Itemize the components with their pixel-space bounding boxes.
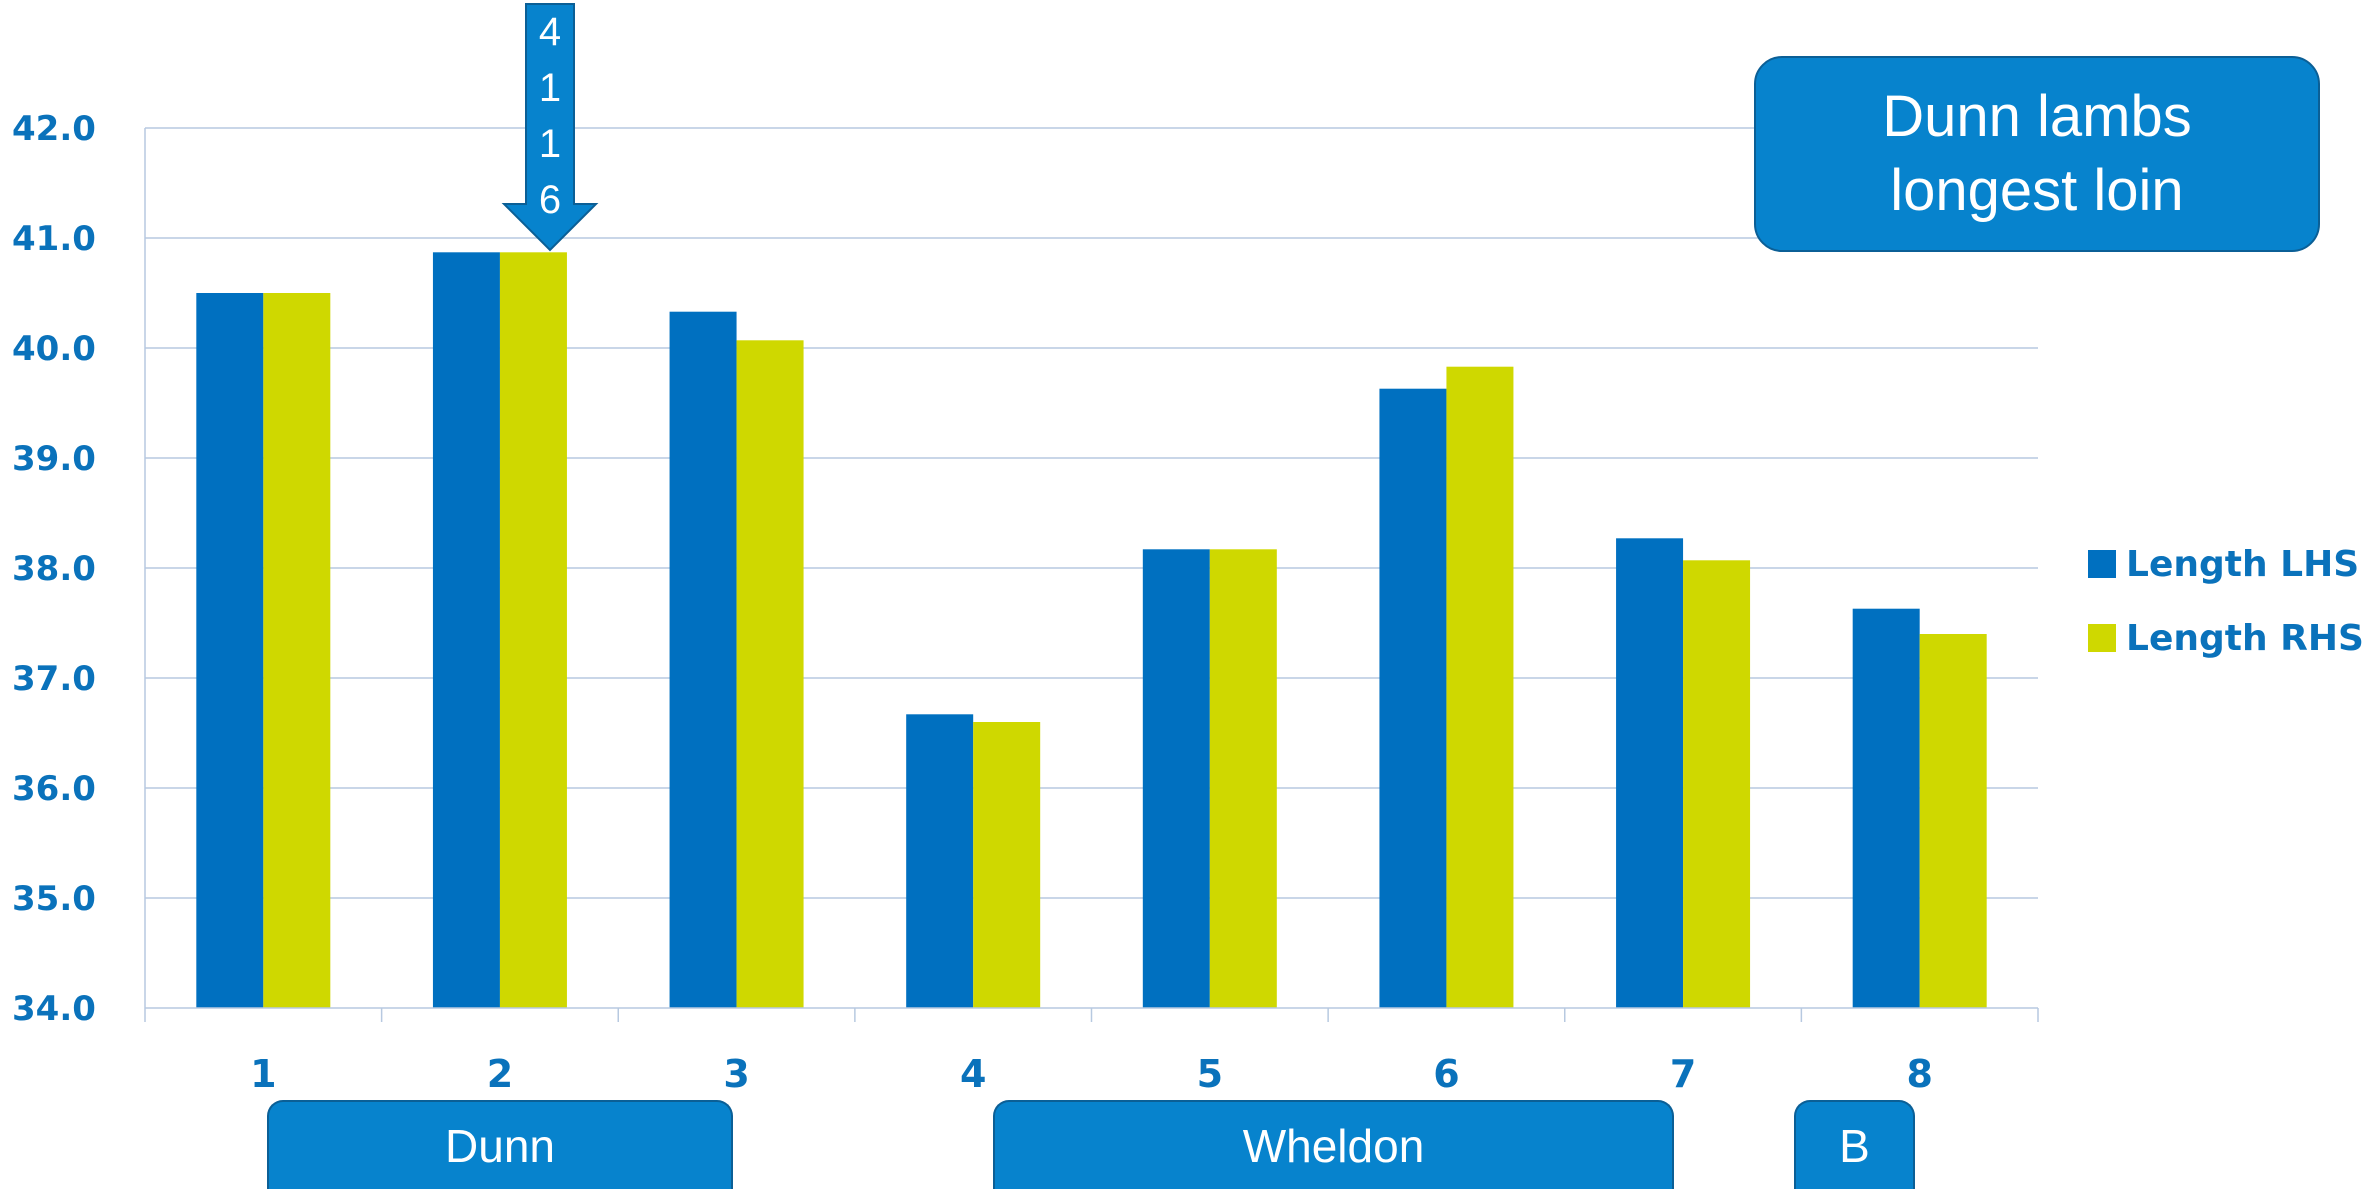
callout-box: Dunn lambs longest loin	[1754, 56, 2320, 252]
legend: Length LHS Length RHS	[2088, 544, 2364, 659]
bars	[196, 252, 1987, 1009]
bar-length-rhs-1	[263, 293, 331, 1008]
bar-length-rhs-8	[1919, 634, 1987, 1008]
legend-swatch	[2088, 624, 2116, 652]
arrow-digit-1: 4	[538, 10, 562, 54]
x-tick-label: 2	[487, 1052, 513, 1096]
x-tick-label: 6	[1433, 1052, 1459, 1096]
bar-length-lhs-5	[1142, 549, 1210, 1008]
y-tick-label: 35.0	[12, 879, 96, 919]
bar-length-lhs-7	[1616, 538, 1684, 1008]
y-tick-label: 39.0	[12, 439, 96, 479]
x-tick-label: 4	[960, 1052, 986, 1096]
y-tick-label: 36.0	[12, 769, 96, 809]
legend-swatch	[2088, 550, 2116, 578]
group-label-wheldon: Wheldon	[993, 1100, 1674, 1189]
arrow-down-icon	[501, 3, 599, 252]
bar-length-lhs-8	[1852, 608, 1920, 1008]
legend-label: Length LHS	[2126, 544, 2359, 585]
x-tick-label: 3	[723, 1052, 749, 1096]
x-tick-label: 1	[250, 1052, 276, 1096]
bar-length-rhs-5	[1209, 549, 1277, 1008]
grid-lines	[145, 127, 2038, 899]
bar-length-lhs-6	[1379, 388, 1447, 1008]
bar-length-lhs-4	[906, 714, 974, 1008]
bar-length-rhs-4	[973, 722, 1041, 1008]
group-label-b: B	[1794, 1100, 1915, 1189]
arrow-digit-4: 6	[538, 178, 562, 222]
x-tick-label: 8	[1906, 1052, 1932, 1096]
bar-length-rhs-7	[1683, 560, 1751, 1008]
group-label-dunn: Dunn	[267, 1100, 733, 1189]
y-tick-label: 42.0	[12, 109, 96, 149]
bar-length-lhs-3	[669, 311, 737, 1008]
legend-label: Length RHS	[2126, 618, 2364, 659]
axes: 34.0 35.0 36.0 37.0 38.0 39.0 40.0 41.0 42.0 1 2 3 4…	[12, 109, 2039, 1096]
arrow-digit-2: 1	[538, 66, 562, 110]
y-tick-label: 34.0	[12, 989, 96, 1029]
y-tick-label: 37.0	[12, 659, 96, 699]
arrow-digit-3: 1	[538, 122, 562, 166]
bar-length-lhs-1	[196, 293, 264, 1008]
y-tick-label: 41.0	[12, 219, 96, 259]
y-tick-label: 38.0	[12, 549, 96, 589]
bar-length-lhs-2	[432, 252, 500, 1009]
bar-length-rhs-3	[736, 340, 804, 1008]
x-tick-label: 5	[1197, 1052, 1223, 1096]
bar-length-rhs-2	[499, 252, 567, 1009]
x-tick-label: 7	[1670, 1052, 1696, 1096]
y-tick-label: 40.0	[12, 329, 96, 369]
bar-length-rhs-6	[1446, 366, 1514, 1008]
